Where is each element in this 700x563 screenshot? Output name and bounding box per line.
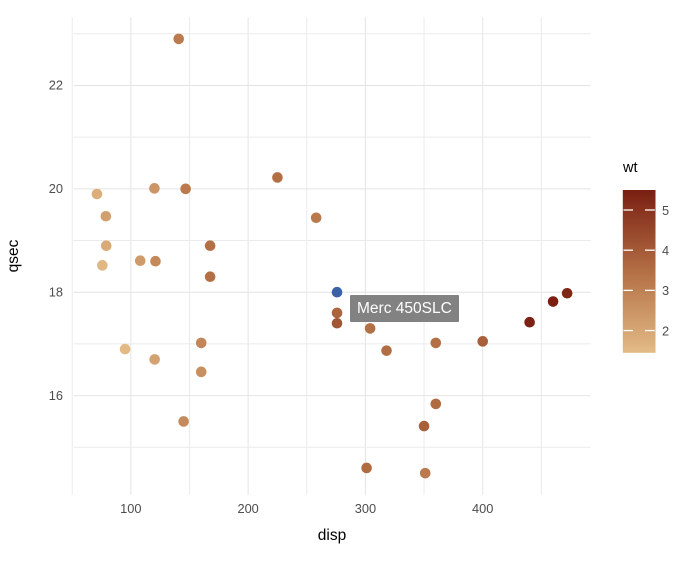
svg-text:16: 16 [49, 388, 63, 403]
svg-text:20: 20 [49, 181, 63, 196]
svg-text:3: 3 [662, 283, 669, 298]
svg-text:400: 400 [472, 501, 493, 516]
svg-text:qsec: qsec [5, 239, 22, 272]
svg-text:disp: disp [318, 527, 346, 544]
svg-text:18: 18 [49, 284, 63, 299]
svg-text:2: 2 [662, 323, 669, 338]
svg-text:300: 300 [355, 501, 376, 516]
svg-text:4: 4 [662, 243, 669, 258]
svg-text:wt: wt [622, 160, 638, 176]
svg-text:200: 200 [237, 501, 258, 516]
svg-text:5: 5 [662, 203, 669, 218]
svg-text:22: 22 [49, 78, 63, 93]
svg-text:100: 100 [120, 501, 141, 516]
